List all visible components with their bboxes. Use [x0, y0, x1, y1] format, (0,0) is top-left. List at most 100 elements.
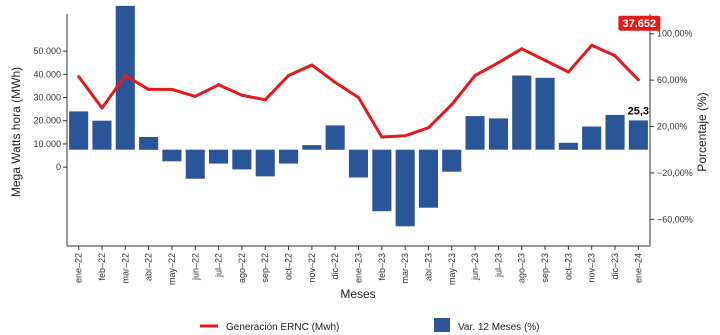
bar-13	[372, 149, 392, 212]
legend-bar-label: Var. 12 Meses (%)	[458, 322, 540, 333]
left-tick-label-0: 0	[56, 162, 61, 172]
line-point-16	[450, 103, 454, 106]
bar-18	[488, 118, 508, 150]
x-tick-label-10: nov–22	[307, 253, 317, 283]
bar-24	[628, 120, 648, 150]
line-point-2	[123, 74, 127, 77]
line-point-3	[147, 87, 151, 91]
left-tick-label-5: 50.000	[33, 46, 61, 56]
line-point-6	[217, 83, 221, 87]
line-point-21	[566, 70, 570, 74]
x-tick-label-17: jun–23	[470, 253, 480, 281]
y-axis-right-title: Porcentaje (%)	[695, 92, 709, 171]
x-tick-label-2: mar–22	[120, 253, 130, 284]
right-tick-label-2: 20,00%	[657, 122, 688, 132]
right-ticks: −60,00% −20,00% 20,00% 60,00% 100,00%	[650, 29, 693, 224]
bars-layer	[69, 5, 648, 227]
bar-6	[209, 149, 229, 164]
bar-5	[185, 149, 205, 179]
bar-1	[92, 120, 112, 150]
left-tick-label-2: 20.000	[33, 116, 61, 126]
x-tick-label-8: sep–22	[260, 253, 270, 283]
x-axis-title: Meses	[340, 287, 375, 301]
right-tick-label-1: −20,00%	[657, 168, 693, 178]
y-axis-left-title: Mega Watts hora (MWh)	[9, 67, 23, 197]
bar-21	[558, 142, 578, 150]
line-point-24	[636, 78, 640, 82]
left-ticks: 0 10.000 20.000 30.000 40.000 50.000	[33, 46, 67, 172]
bar-0	[69, 111, 89, 150]
x-tick-label-15: abr–23	[424, 253, 434, 281]
x-tick-label-0: ene–22	[74, 253, 84, 283]
bar-11	[325, 125, 345, 150]
x-tick-label-23: dic–23	[610, 253, 620, 280]
line-point-10	[310, 63, 314, 67]
line-point-12	[357, 96, 360, 99]
x-tick-label-6: jul–22	[214, 253, 224, 278]
line-point-5	[193, 94, 197, 98]
right-tick-label-4: 100,00%	[657, 29, 693, 39]
legend-bar-swatch	[434, 318, 450, 332]
bar-7	[232, 149, 252, 170]
line-layer	[77, 43, 640, 139]
x-tick-label-20: sep–23	[540, 253, 550, 283]
line-point-15	[427, 126, 430, 130]
x-tick-label-21: oct–23	[563, 253, 573, 280]
bar-22	[582, 126, 602, 150]
left-tick-label-1: 10.000	[33, 139, 61, 149]
bar-12	[348, 149, 368, 178]
x-tick-label-5: jun–22	[190, 253, 200, 281]
line-point-18	[496, 61, 500, 65]
bar-19	[512, 75, 532, 150]
bar-16	[442, 149, 462, 172]
line-point-13	[380, 135, 384, 139]
line-point-7	[240, 93, 244, 97]
x-tick-label-22: nov–23	[587, 253, 597, 283]
left-tick-label-3: 30.000	[33, 93, 61, 103]
bar-4	[162, 149, 182, 162]
generation-callout-box	[618, 15, 661, 31]
line-point-11	[333, 80, 337, 84]
line-point-22	[590, 43, 594, 47]
line-point-9	[287, 74, 290, 77]
bar-9	[279, 149, 299, 164]
x-tick-label-18: jul–23	[493, 253, 503, 278]
x-tick-label-7: ago–22	[237, 253, 247, 283]
right-tick-label-3: 60,00%	[657, 75, 688, 85]
bar-20	[535, 77, 555, 150]
line-point-23	[613, 54, 617, 58]
x-tick-label-12: ene–23	[354, 253, 364, 283]
legend: Generación ERNC (Mwh) Var. 12 Meses (%)	[200, 318, 540, 333]
line-point-0	[77, 75, 81, 79]
x-tick-label-14: mar–23	[400, 253, 410, 284]
x-tick-label-3: abr–22	[144, 253, 154, 281]
bar-10	[302, 145, 322, 150]
line-point-14	[403, 134, 407, 138]
bar-callout-label: 25,3	[628, 105, 649, 117]
bar-3	[139, 137, 159, 150]
left-tick-label-4: 40.000	[33, 69, 61, 79]
line-point-20	[543, 58, 547, 62]
x-tick-label-4: may–22	[167, 253, 177, 285]
generation-callout-label: 37.652	[623, 18, 657, 30]
line-point-8	[263, 98, 267, 102]
x-tick-label-13: feb–23	[377, 253, 387, 281]
bar-23	[605, 114, 625, 150]
x-tick-label-11: dic–22	[330, 253, 340, 280]
x-tick-label-16: may–23	[447, 253, 457, 285]
annotations-layer: 25,3 37.652	[618, 15, 661, 117]
line-point-17	[473, 74, 477, 77]
bar-15	[418, 149, 438, 208]
x-tick-label-9: oct–22	[284, 253, 294, 280]
x-tick-label-1: feb–22	[97, 253, 107, 281]
line-point-1	[100, 106, 104, 110]
line-point-19	[520, 47, 524, 51]
x-ticks: ene–22 feb–22 mar–22 abr–22 may–22 jun–22 jul–…	[74, 246, 643, 285]
x-tick-label-19: ago–23	[517, 253, 527, 283]
x-tick-label-24: ene–24	[633, 253, 643, 283]
bar-14	[395, 149, 415, 227]
right-tick-label-0: −60,00%	[657, 214, 693, 224]
bar-8	[255, 149, 275, 177]
line-point-4	[170, 87, 174, 91]
